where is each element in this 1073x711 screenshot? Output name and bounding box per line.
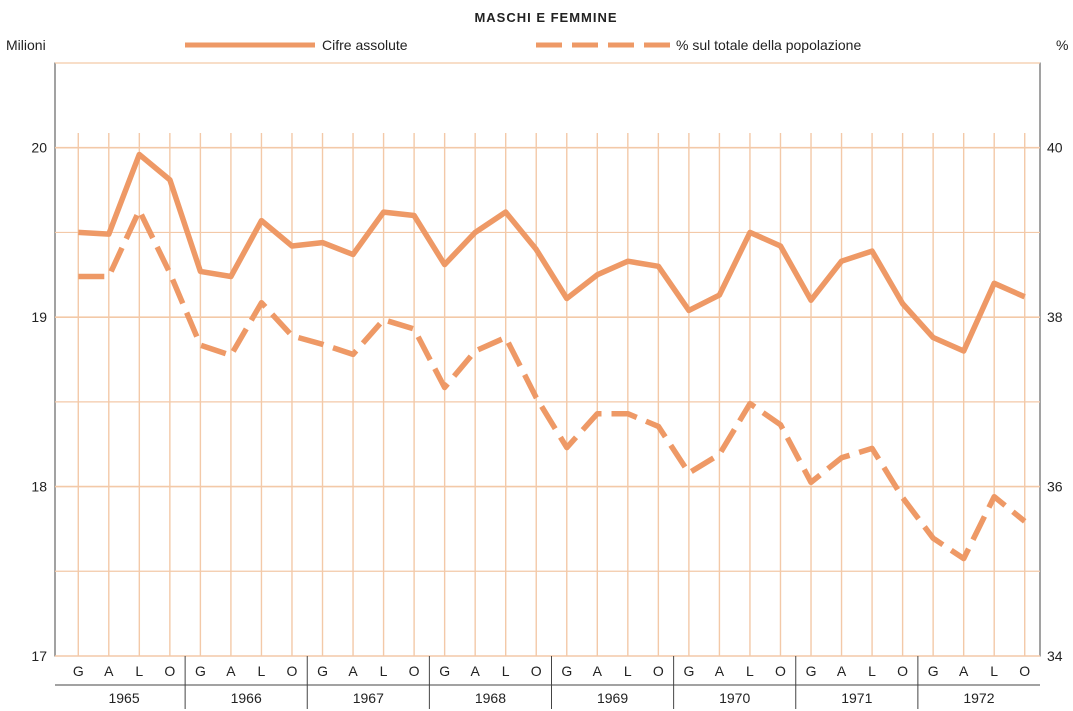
- x-tick-quarter: G: [317, 663, 328, 679]
- y-tick-right: 40: [1047, 140, 1063, 156]
- x-tick-year: 1971: [841, 690, 872, 706]
- x-tick-quarter: A: [226, 663, 236, 679]
- x-tick-quarter: G: [683, 663, 694, 679]
- x-tick-year: 1966: [231, 690, 262, 706]
- x-tick-quarter: G: [195, 663, 206, 679]
- x-tick-quarter: A: [715, 663, 725, 679]
- x-tick-quarter: O: [164, 663, 175, 679]
- legend-label-percent: % sul totale della popolazione: [676, 37, 861, 53]
- y-tick-right: 36: [1047, 479, 1063, 495]
- x-tick-quarter: G: [73, 663, 84, 679]
- x-tick-year: 1968: [475, 690, 506, 706]
- legend: Cifre assolute % sul totale della popola…: [185, 37, 861, 53]
- x-tick-quarter: O: [409, 663, 420, 679]
- y-tick-left: 18: [31, 479, 47, 495]
- x-tick-quarter: L: [135, 663, 143, 679]
- y-tick-left: 20: [31, 140, 47, 156]
- x-tick-quarter: A: [471, 663, 481, 679]
- x-tick-quarter: A: [104, 663, 114, 679]
- x-tick-quarter: O: [897, 663, 908, 679]
- chart-series-layer: [78, 151, 1027, 562]
- x-tick-quarter: O: [531, 663, 542, 679]
- x-tick-year: 1970: [719, 690, 750, 706]
- x-tick-quarter: O: [653, 663, 664, 679]
- plot-frame: [54, 62, 1041, 657]
- x-tick-quarter: G: [806, 663, 817, 679]
- x-tick-year: 1972: [963, 690, 994, 706]
- y-tick-left: 19: [31, 309, 47, 325]
- x-tick-quarter: A: [348, 663, 358, 679]
- chart-title: MASCHI E FEMMINE: [474, 10, 617, 25]
- y-axis-left-label: Milioni: [6, 37, 46, 53]
- chart-axes: 17 18 19 20 34 36 38 40 G A L O 1965 G A L O 1966 G A L O 1967…: [31, 140, 1063, 709]
- x-tick-year: 1965: [108, 690, 139, 706]
- x-tick-quarter: L: [380, 663, 388, 679]
- legend-label-absolute: Cifre assolute: [322, 37, 408, 53]
- x-tick-quarter: A: [837, 663, 847, 679]
- x-tick-quarter: A: [593, 663, 603, 679]
- y-tick-right: 38: [1047, 309, 1063, 325]
- chart-grid: [54, 62, 1041, 657]
- x-tick-quarter: O: [775, 663, 786, 679]
- x-tick-quarter: G: [439, 663, 450, 679]
- x-tick-quarter: L: [868, 663, 876, 679]
- series-line-percent: [78, 207, 1027, 562]
- series-line-absolute: [78, 151, 1026, 354]
- x-tick-quarter: O: [1019, 663, 1030, 679]
- x-tick-quarter: G: [928, 663, 939, 679]
- x-tick-quarter: O: [287, 663, 298, 679]
- x-tick-quarter: L: [502, 663, 510, 679]
- x-tick-year: 1969: [597, 690, 628, 706]
- x-tick-quarter: L: [624, 663, 632, 679]
- y-axis-right-label: %: [1056, 37, 1068, 53]
- y-tick-left: 17: [31, 648, 47, 664]
- x-tick-quarter: L: [746, 663, 754, 679]
- x-tick-quarter: L: [990, 663, 998, 679]
- x-tick-quarter: G: [561, 663, 572, 679]
- x-tick-quarter: L: [258, 663, 266, 679]
- y-tick-right: 34: [1047, 648, 1063, 664]
- x-tick-year: 1967: [353, 690, 384, 706]
- x-tick-quarter: A: [959, 663, 969, 679]
